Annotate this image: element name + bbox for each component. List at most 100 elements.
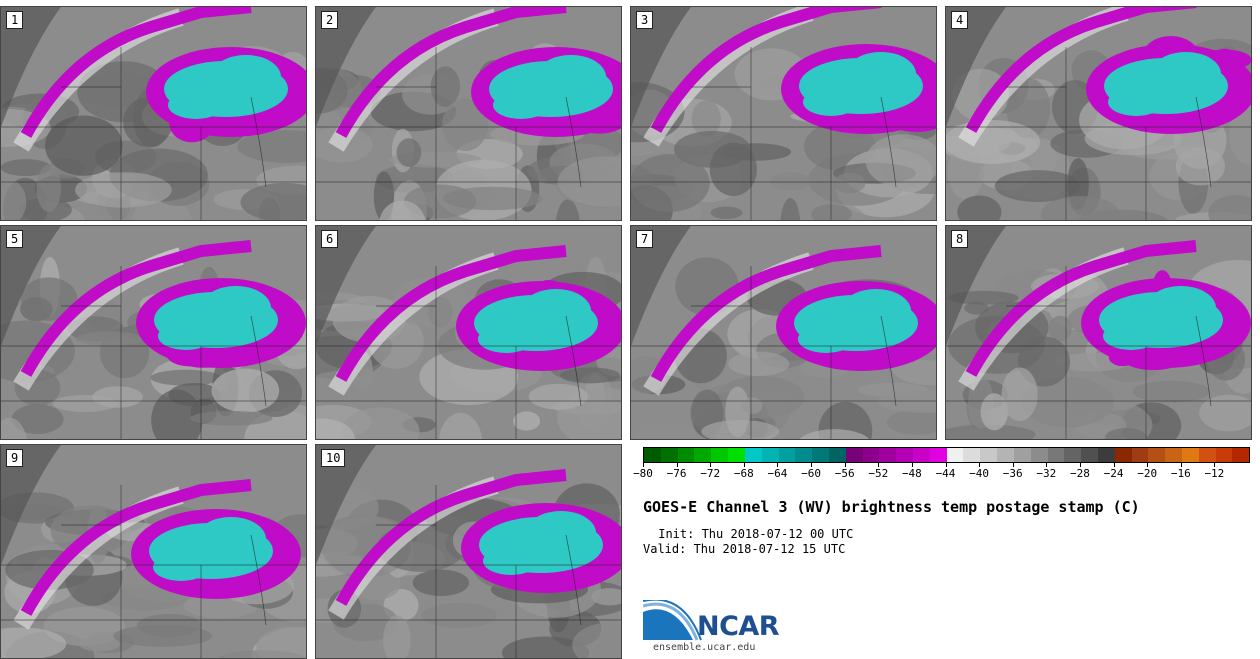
panel-label: 1 (6, 11, 24, 29)
gray-blob (728, 351, 790, 377)
colorbar-swatch (1215, 448, 1233, 462)
colorbar (643, 447, 1250, 463)
colorbar-tick-label: −16 (1170, 467, 1191, 480)
colorbar-tick (878, 462, 880, 467)
magenta-band (335, 245, 567, 382)
panel-label: 7 (636, 230, 654, 248)
wv-map-5 (1, 226, 306, 439)
cold-cloud (196, 517, 266, 561)
gray-blob (572, 622, 621, 658)
colorbar-swatch (1232, 448, 1250, 462)
colorbar-ticks: −80 −76 −72 −68 −64 −60 −56 −52 −48 −44 −40 −36 −32−… (633, 462, 1248, 482)
gray-blob (430, 66, 461, 107)
magenta-band (965, 7, 1197, 133)
colorbar-swatch (1165, 448, 1182, 462)
colorbar-tick-label: −68 (733, 467, 754, 480)
colorbar-tick-label: −76 (666, 467, 687, 480)
gray-blob (113, 624, 212, 647)
dry-band (631, 7, 691, 127)
cold-cloud (201, 286, 271, 330)
colorbar-swatch (744, 448, 762, 462)
magenta-band (20, 7, 252, 138)
gray-blob (76, 331, 143, 347)
colorbar-swatch (694, 448, 712, 462)
gray-blob (770, 172, 812, 191)
gray-blob (1208, 195, 1251, 220)
panel-label: 6 (321, 230, 339, 248)
cold-cloud (803, 88, 859, 116)
colorbar-swatch (913, 448, 930, 462)
state-boundary (880, 96, 897, 188)
magenta-band (650, 7, 882, 133)
colorbar-swatch (1030, 448, 1048, 462)
wv-map-4 (946, 7, 1251, 220)
gray-blob (396, 138, 422, 167)
colorbar-swatch (812, 448, 829, 462)
gray-blob (1228, 104, 1251, 166)
colorbar-swatch (795, 448, 813, 462)
state-boundary (565, 315, 582, 407)
colorbar-swatch (828, 448, 846, 462)
stamp-panel-10: 10 (315, 444, 622, 659)
gray-blob (741, 397, 763, 415)
colorbar-tick-label: −12 (1204, 467, 1225, 480)
gray-blob (946, 424, 1036, 439)
state-boundary (250, 315, 267, 407)
state-boundary (565, 534, 582, 626)
gray-blob (412, 569, 470, 597)
colorbar-swatch (660, 448, 678, 462)
stamp-panel-1: 1 (0, 6, 307, 221)
gray-blob (865, 134, 936, 188)
colorbar-tick-label: −20 (1137, 467, 1158, 480)
gray-blob (886, 409, 936, 435)
gray-blob (512, 411, 541, 431)
gray-blob (190, 410, 273, 426)
gray-blob (20, 277, 78, 321)
gray-blob (556, 199, 580, 220)
colorbar-swatch (1182, 448, 1199, 462)
cold-cloud (158, 322, 214, 350)
gray-blob (43, 606, 126, 646)
gray-blob (780, 197, 801, 220)
gray-blob (316, 418, 355, 439)
colorbar-tick-label: −80 (633, 467, 653, 480)
colorbar-tick (1180, 462, 1182, 467)
panel-label: 2 (321, 11, 339, 29)
gray-blob (256, 626, 306, 658)
colorbar-tick-label: −44 (935, 467, 956, 480)
gray-blob (211, 368, 280, 413)
gray-blob (710, 206, 743, 219)
colorbar-tick-label: −36 (1002, 467, 1023, 480)
colorbar-swatch (728, 448, 745, 462)
stamp-panel-4: 4 (945, 6, 1252, 221)
cold-cloud (536, 55, 606, 99)
colorbar-tick (710, 462, 712, 467)
gray-blob (379, 200, 426, 220)
gray-blob (957, 195, 1002, 220)
colorbar-tick (676, 462, 678, 467)
colorbar-tick-label: −24 (1103, 467, 1124, 480)
colorbar-swatch (845, 448, 863, 462)
cold-cloud (846, 52, 916, 96)
colorbar-tick-label: −40 (969, 467, 990, 480)
gray-blob (1, 159, 52, 177)
gray-blob (725, 386, 750, 438)
colorbar-tick (743, 462, 745, 467)
valid-time: Valid: Thu 2018-07-12 15 UTC (643, 542, 846, 556)
wv-map-7 (631, 226, 936, 439)
colorbar-swatch (896, 448, 913, 462)
dry-band (316, 445, 376, 565)
gray-blob (964, 301, 989, 315)
gray-blob (383, 615, 411, 658)
magenta-band (335, 469, 567, 606)
wv-map-1 (1, 7, 306, 220)
init-time: Init: Thu 2018-07-12 00 UTC (651, 527, 854, 541)
colorbar-tick (1113, 462, 1115, 467)
magenta-band (20, 240, 252, 377)
wv-map-9 (1, 445, 306, 658)
gray-blob (631, 154, 710, 212)
colorbar-tick (811, 462, 813, 467)
gray-blob (78, 636, 121, 652)
cold-cloud (168, 91, 224, 119)
gray-blob (980, 393, 1009, 431)
